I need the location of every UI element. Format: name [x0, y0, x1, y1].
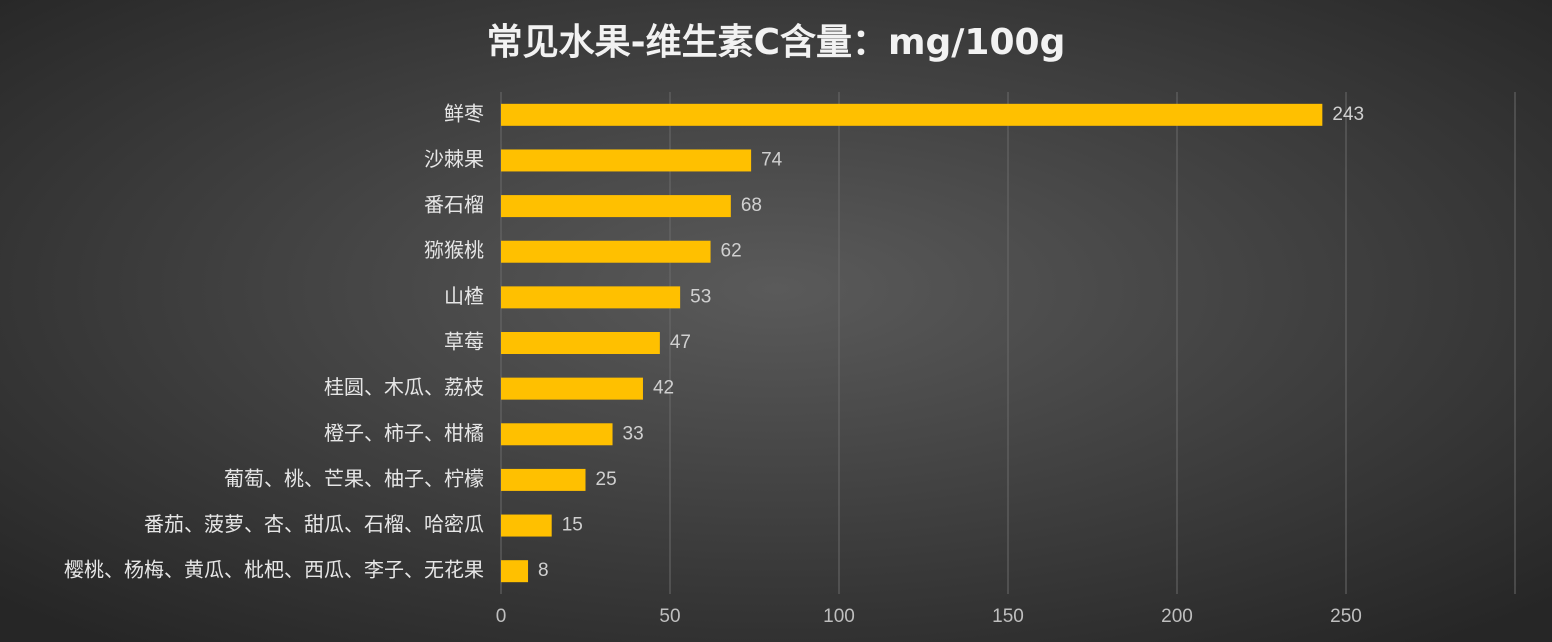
bar [501, 423, 613, 446]
x-tick-label: 150 [992, 606, 1024, 627]
value-label: 33 [623, 423, 644, 444]
value-label: 62 [721, 241, 742, 262]
bar [501, 560, 529, 583]
y-tick-label: 番石榴 [424, 193, 484, 217]
bar [501, 286, 681, 309]
bar [501, 332, 660, 354]
chart-title: 常见水果-维生素C含量：mg/100g [487, 22, 1066, 63]
bar [501, 149, 752, 172]
value-label: 53 [690, 286, 711, 307]
value-label: 47 [670, 332, 691, 353]
y-tick-label: 桂圆、木瓜、荔枝 [324, 375, 484, 399]
bar [501, 377, 643, 400]
bar [501, 195, 731, 218]
x-tick-label: 200 [1161, 606, 1193, 627]
value-label: 25 [596, 469, 617, 490]
value-label: 74 [761, 149, 783, 170]
value-label: 42 [653, 378, 674, 399]
y-tick-label: 橙子、柿子、柑橘 [324, 421, 484, 445]
x-tick-label: 100 [823, 606, 855, 627]
value-label: 15 [562, 515, 583, 536]
y-tick-label: 鲜枣 [444, 101, 484, 125]
y-tick-label: 草莓 [444, 330, 484, 354]
y-tick-label: 猕猴桃 [424, 238, 484, 262]
x-tick-label: 50 [659, 606, 680, 627]
bar [501, 468, 586, 491]
y-tick-label: 山楂 [444, 284, 484, 308]
x-tick-label: 0 [496, 606, 507, 627]
bar [501, 240, 711, 263]
x-tick-label: 250 [1330, 606, 1362, 627]
value-label: 8 [538, 560, 549, 581]
y-tick-label: 樱桃、杨梅、黄瓜、枇杷、西瓜、李子、无花果 [64, 558, 484, 582]
bar [501, 103, 1323, 126]
value-label: 243 [1332, 104, 1364, 125]
value-label: 68 [741, 195, 762, 216]
bar [501, 514, 552, 537]
y-tick-label: 沙棘果 [424, 147, 484, 171]
y-tick-label: 葡萄、桃、芒果、柚子、柠檬 [224, 466, 484, 490]
y-tick-label: 番茄、菠萝、杏、甜瓜、石榴、哈密瓜 [144, 512, 484, 536]
